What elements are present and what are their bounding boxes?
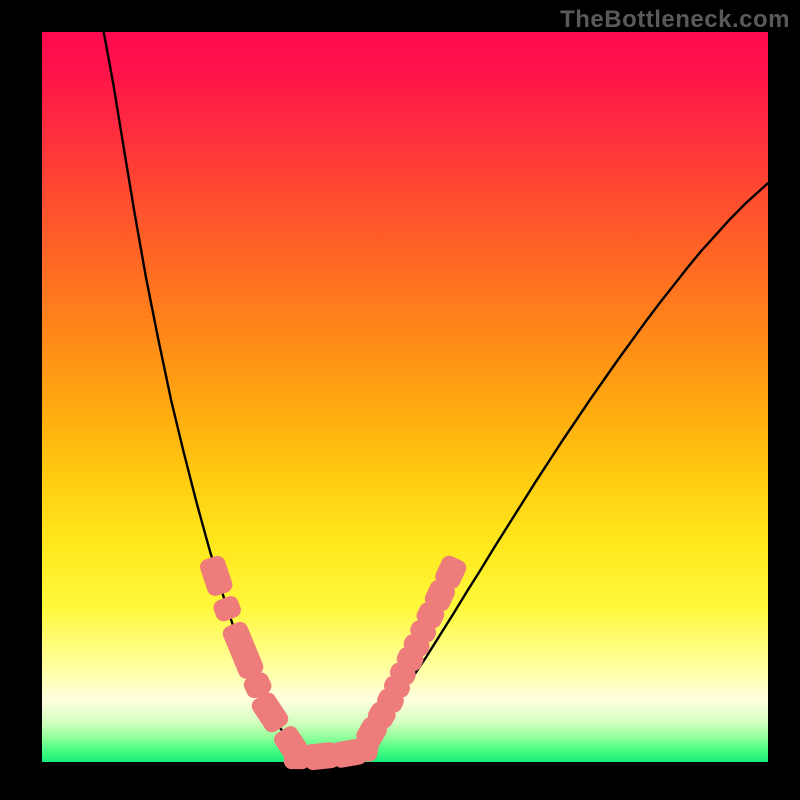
chart-svg (0, 0, 800, 800)
chart-root: TheBottleneck.com (0, 0, 800, 800)
watermark-text: TheBottleneck.com (560, 6, 790, 34)
